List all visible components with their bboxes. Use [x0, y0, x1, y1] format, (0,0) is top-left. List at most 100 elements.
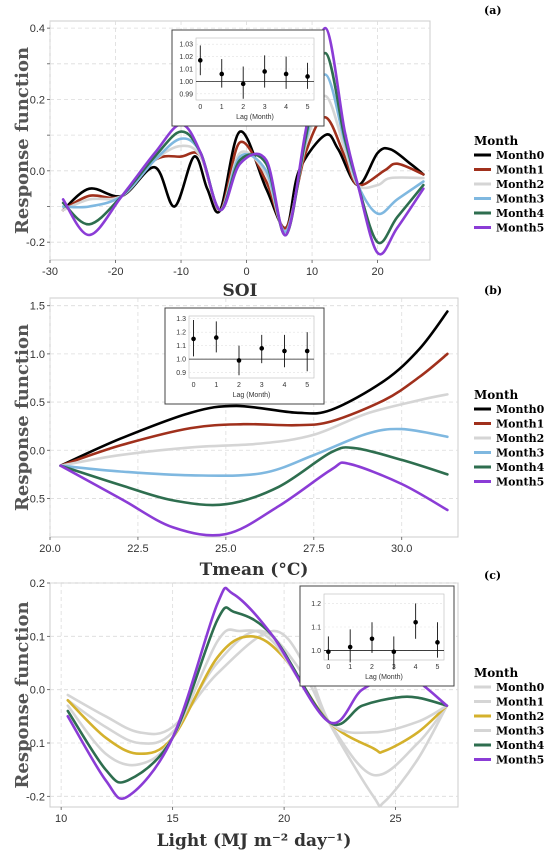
inset-chart: 1.01.11.2012345Lag (Month) — [299, 585, 455, 687]
x-tick-label: 10 — [55, 813, 67, 825]
series-line-month1 — [66, 629, 449, 777]
y-axis-title: Response function — [12, 47, 33, 234]
series-lines — [59, 310, 449, 537]
series-line-month2 — [66, 635, 449, 755]
inset-frame — [164, 307, 325, 405]
y-axis-title: Response function — [12, 601, 33, 788]
x-tick-label: 10 — [306, 266, 318, 278]
x-tick-label: 20.0 — [39, 543, 60, 555]
legend-label: Month0 — [496, 403, 545, 416]
inset-x-tick-label: 4 — [283, 382, 287, 389]
inset-point — [191, 336, 196, 342]
y-tick-label: -0.5 — [26, 493, 45, 505]
y-tick-label: -0.2 — [26, 237, 45, 249]
y-tick-label: 0.0 — [30, 685, 45, 697]
y-tick-label: -0.1 — [26, 738, 45, 750]
inset-point — [435, 640, 440, 645]
inset-point — [283, 71, 289, 77]
inset-y-tick-label: 1.2 — [176, 330, 186, 337]
y-tick-label: 0.1 — [30, 631, 45, 643]
legend-label: Month4 — [496, 739, 545, 752]
inset-chart: 0.9 1.0 1.1 1.2 1.3 0 1 2 3 4 5 Lag (Month) — [164, 307, 325, 405]
series-line-month0 — [59, 310, 449, 467]
legend-label: Month3 — [496, 193, 544, 206]
inset-frame — [299, 585, 455, 687]
inset-point — [259, 346, 265, 351]
inset-x-tick-label: 1 — [214, 382, 218, 389]
inset-x-tick-label: 3 — [263, 104, 267, 111]
legend-label: Month1 — [496, 696, 544, 709]
inset-y-tick-label: 1.0 — [311, 648, 321, 655]
y-tick-label: 0.0 — [30, 445, 45, 457]
inset-x-axis-title: Lag (Month) — [233, 392, 271, 399]
panel-label: (c) — [484, 569, 501, 582]
series-line-month5 — [59, 461, 449, 537]
inset-x-tick-label: 2 — [241, 104, 245, 111]
inset-point — [262, 69, 267, 74]
x-axis-title: Tmean (°C) — [200, 560, 309, 580]
legend-label: Month4 — [496, 461, 545, 474]
inset-point — [219, 71, 225, 77]
series-line-month2 — [59, 393, 449, 467]
legend-label: Month5 — [496, 222, 544, 235]
inset-point — [391, 649, 397, 655]
series-line-month5 — [61, 26, 425, 256]
inset-point — [413, 619, 418, 625]
series-line-month4 — [59, 446, 449, 507]
inset-x-tick-label: 2 — [370, 664, 374, 671]
inset-y-tick-label: 1.1 — [311, 625, 321, 632]
x-tick-label: -30 — [42, 266, 58, 278]
x-tick-label: -10 — [173, 266, 189, 278]
y-tick-label: 0.2 — [30, 578, 45, 590]
inset-point — [213, 335, 219, 340]
series-line-month1 — [59, 352, 449, 467]
inset-y-tick-label: 1.3 — [176, 316, 186, 323]
y-tick-label: -0.2 — [26, 791, 45, 803]
inset-x-tick-label: 3 — [260, 382, 264, 389]
inset-x-tick-label: 1 — [348, 664, 352, 671]
y-tick-label: 0.0 — [30, 166, 45, 178]
legend-title: Month — [474, 388, 519, 402]
x-tick-label: 15 — [166, 813, 178, 825]
inset-x-tick-label: 4 — [284, 104, 288, 111]
series-line-month4 — [66, 606, 449, 784]
inset-point — [369, 636, 375, 642]
y-tick-label: 1.5 — [30, 301, 45, 313]
inset-x-tick-label: 5 — [436, 664, 440, 671]
gridlines — [49, 298, 458, 537]
inset-x-tick-label: 0 — [198, 104, 202, 111]
inset-x-axis-title: Lag (Month) — [365, 674, 403, 681]
x-axis-title: SOI — [222, 281, 257, 301]
x-tick-label: 25.0 — [215, 543, 236, 555]
legend-label: Month1 — [496, 164, 544, 177]
legend-label: Month5 — [496, 754, 544, 767]
inset-y-tick-label: 1.02 — [179, 54, 193, 61]
inset-point — [197, 58, 203, 63]
y-axis-title: Response function — [12, 324, 33, 511]
y-tick-label: 0.4 — [30, 23, 45, 35]
legend-label: Month2 — [496, 710, 544, 723]
legend-label: Month3 — [496, 447, 544, 460]
inset-point — [305, 74, 310, 79]
series-lines — [66, 586, 449, 808]
inset-y-tick-label: 1.01 — [179, 67, 193, 74]
legend-label: Month2 — [496, 178, 544, 191]
x-tick-label: 27.5 — [303, 543, 324, 555]
x-tick-label: 25 — [389, 813, 401, 825]
legend-label: Month1 — [496, 418, 544, 431]
x-tick-label: 22.5 — [127, 543, 148, 555]
legend-label: Month4 — [496, 207, 545, 220]
panel-label: (b) — [484, 284, 502, 297]
x-axis-title: Light (MJ m⁻² day⁻¹) — [157, 831, 352, 851]
inset-frame — [171, 29, 325, 127]
inset-y-tick-label: 1.0 — [176, 357, 186, 364]
x-tick-label: 20 — [371, 266, 383, 278]
legend-label: Month5 — [496, 476, 544, 489]
inset-point — [304, 348, 310, 354]
inset-point — [282, 348, 287, 354]
